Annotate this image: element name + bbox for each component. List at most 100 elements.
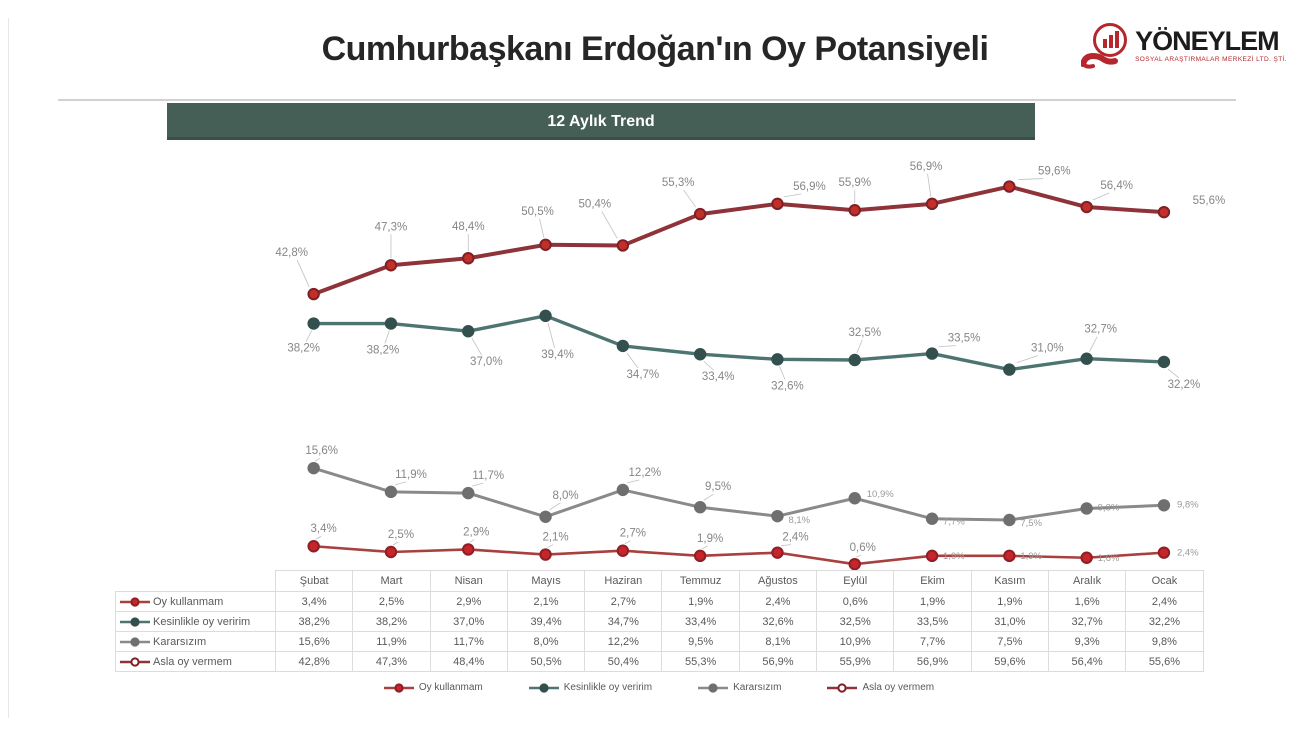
data-point (539, 510, 552, 523)
data-point (384, 545, 398, 559)
month-header: Ağustos (738, 570, 818, 592)
data-label: 42,8% (275, 247, 308, 259)
value-cell: 47,3% (352, 651, 431, 672)
value-cell: 38,2% (274, 611, 354, 632)
label-leader (856, 554, 861, 558)
month-header: Ocak (1125, 570, 1204, 592)
values-table: Şubat Mart Nisan Mayıs Haziran Temmuz Ağustos E… (115, 570, 1204, 672)
data-label: 32,6% (771, 380, 804, 392)
data-label: 2,1% (542, 532, 568, 544)
month-header: Mart (352, 570, 431, 592)
series-name: Asla oy vermem (153, 655, 232, 668)
value-cell: 9,8% (1125, 631, 1204, 652)
data-point (1003, 513, 1016, 527)
label-leader (683, 189, 697, 208)
value-cell: 55,9% (816, 651, 895, 672)
value-cell: 50,5% (506, 651, 586, 672)
label-leader (703, 493, 714, 501)
data-label: 32,7% (1084, 324, 1117, 336)
value-cell: 55,3% (661, 651, 740, 672)
data-label: 8,0% (552, 490, 578, 502)
label-leader (703, 360, 714, 371)
data-label: 2,4% (1177, 548, 1199, 559)
value-cell: 3,4% (274, 591, 354, 612)
label-leader (539, 218, 545, 238)
data-point (771, 197, 784, 211)
value-cell: 37,0% (429, 611, 508, 632)
data-label: 9,8% (1177, 499, 1199, 510)
data-label: 2,5% (388, 529, 414, 541)
label-leader (856, 339, 863, 354)
value-cell: 42,8% (274, 651, 354, 672)
value-cell: 55,6% (1125, 651, 1204, 672)
value-cell: 1,9% (893, 591, 972, 612)
month-header: Nisan (429, 570, 508, 592)
legend-label: Oy kullanmam (418, 682, 483, 693)
data-point (771, 509, 784, 523)
label-leader (384, 330, 390, 344)
data-label: 15,6% (305, 445, 338, 457)
value-cell: 56,9% (738, 651, 818, 672)
data-point (616, 239, 630, 252)
label-leader (779, 366, 786, 380)
value-cell: 9,3% (1047, 631, 1127, 652)
data-point (462, 486, 475, 500)
value-cell: 7,7% (893, 631, 972, 652)
label-leader (315, 457, 320, 462)
series-name: Kararsızım (153, 635, 207, 648)
label-leader (1092, 192, 1110, 201)
label-leader (927, 173, 932, 197)
data-point (307, 461, 320, 475)
data-label: 55,3% (662, 177, 695, 189)
data-label: 33,5% (948, 333, 981, 345)
value-cell: 2,1% (506, 591, 586, 612)
series-line-asla-oy-vermem (312, 184, 1165, 296)
data-point (848, 557, 861, 571)
hand-chart-icon (1081, 23, 1128, 69)
label-leader (394, 481, 407, 486)
data-point (1157, 546, 1171, 559)
month-header: Kasım (970, 570, 1049, 592)
series-row-label: Kararsızım (115, 631, 276, 652)
data-label: 47,3% (375, 221, 408, 233)
data-label: 55,9% (838, 177, 871, 189)
legend-item: Kararsızım (698, 682, 781, 693)
month-header: Haziran (584, 570, 663, 592)
data-label: 12,2% (629, 467, 662, 479)
data-label: 34,7% (627, 369, 660, 381)
value-cell: 56,9% (893, 651, 972, 672)
label-leader (549, 502, 561, 511)
series-row-label: Kesinlikle oy veririm (115, 611, 276, 632)
value-cell: 8,1% (738, 631, 818, 652)
series-name: Kesinlikle oy veririm (153, 615, 251, 628)
data-label: 56,4% (1100, 180, 1133, 192)
data-point (616, 544, 630, 557)
data-label: 39,4% (541, 349, 574, 361)
value-cell: 32,7% (1047, 611, 1127, 632)
data-point (539, 309, 552, 323)
data-point (848, 492, 861, 505)
data-label: 1,9% (697, 533, 723, 545)
value-cell: 48,4% (429, 651, 508, 672)
data-point (848, 204, 861, 217)
data-point (1003, 180, 1016, 193)
data-point (384, 485, 398, 499)
data-point (616, 483, 630, 497)
data-point (771, 546, 784, 559)
yoneylem-logo: YÖNEYLEM SOSYAL ARAŞTIRMALAR MERKEZİ LTD… (1081, 18, 1287, 74)
data-label: 1,6% (1098, 553, 1120, 564)
label-leader (783, 193, 802, 198)
label-leader (547, 544, 554, 548)
data-point (307, 317, 320, 330)
data-point (848, 353, 861, 367)
data-label: 32,5% (848, 327, 881, 339)
label-leader (701, 545, 708, 550)
label-leader (781, 544, 791, 547)
data-point (1080, 200, 1093, 214)
value-cell: 34,7% (584, 611, 663, 632)
label-leader (624, 540, 631, 545)
label-leader (627, 479, 640, 484)
data-point (539, 548, 552, 561)
data-point (925, 512, 939, 525)
